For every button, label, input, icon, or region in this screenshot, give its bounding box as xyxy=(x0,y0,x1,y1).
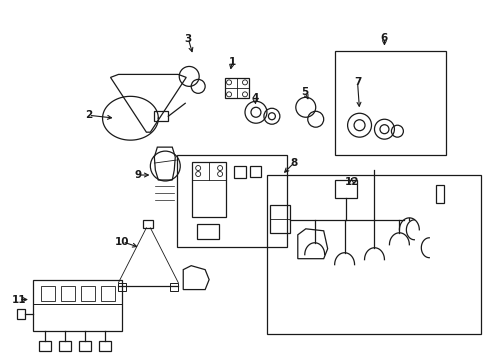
Bar xyxy=(99,341,110,351)
Bar xyxy=(234,166,245,178)
Bar xyxy=(269,205,289,233)
Bar xyxy=(101,285,114,301)
Bar xyxy=(59,341,71,351)
Bar xyxy=(61,285,75,301)
Text: 8: 8 xyxy=(289,158,297,168)
Text: 12: 12 xyxy=(344,177,358,187)
Bar xyxy=(177,155,286,247)
Text: 11: 11 xyxy=(12,294,26,305)
Bar xyxy=(334,50,446,155)
Bar xyxy=(224,78,248,98)
Bar xyxy=(118,283,126,291)
Bar xyxy=(266,175,480,334)
Bar xyxy=(249,166,261,177)
Text: 3: 3 xyxy=(184,33,191,44)
Bar xyxy=(192,162,225,217)
Bar xyxy=(334,180,356,198)
Bar xyxy=(81,285,94,301)
Bar xyxy=(79,341,90,351)
Bar xyxy=(33,280,122,332)
Text: 10: 10 xyxy=(115,237,129,247)
Bar xyxy=(170,283,178,291)
Text: 5: 5 xyxy=(301,87,308,97)
Bar xyxy=(143,220,153,228)
Bar xyxy=(197,224,219,239)
Bar xyxy=(39,341,51,351)
Text: 4: 4 xyxy=(251,93,258,103)
Bar xyxy=(435,185,443,203)
Bar xyxy=(154,111,168,121)
Text: 9: 9 xyxy=(135,170,142,180)
Text: 6: 6 xyxy=(380,32,387,42)
Text: 2: 2 xyxy=(85,110,92,120)
Bar xyxy=(41,285,55,301)
Text: 7: 7 xyxy=(353,77,361,87)
Text: 1: 1 xyxy=(228,58,235,67)
Bar xyxy=(17,310,25,319)
